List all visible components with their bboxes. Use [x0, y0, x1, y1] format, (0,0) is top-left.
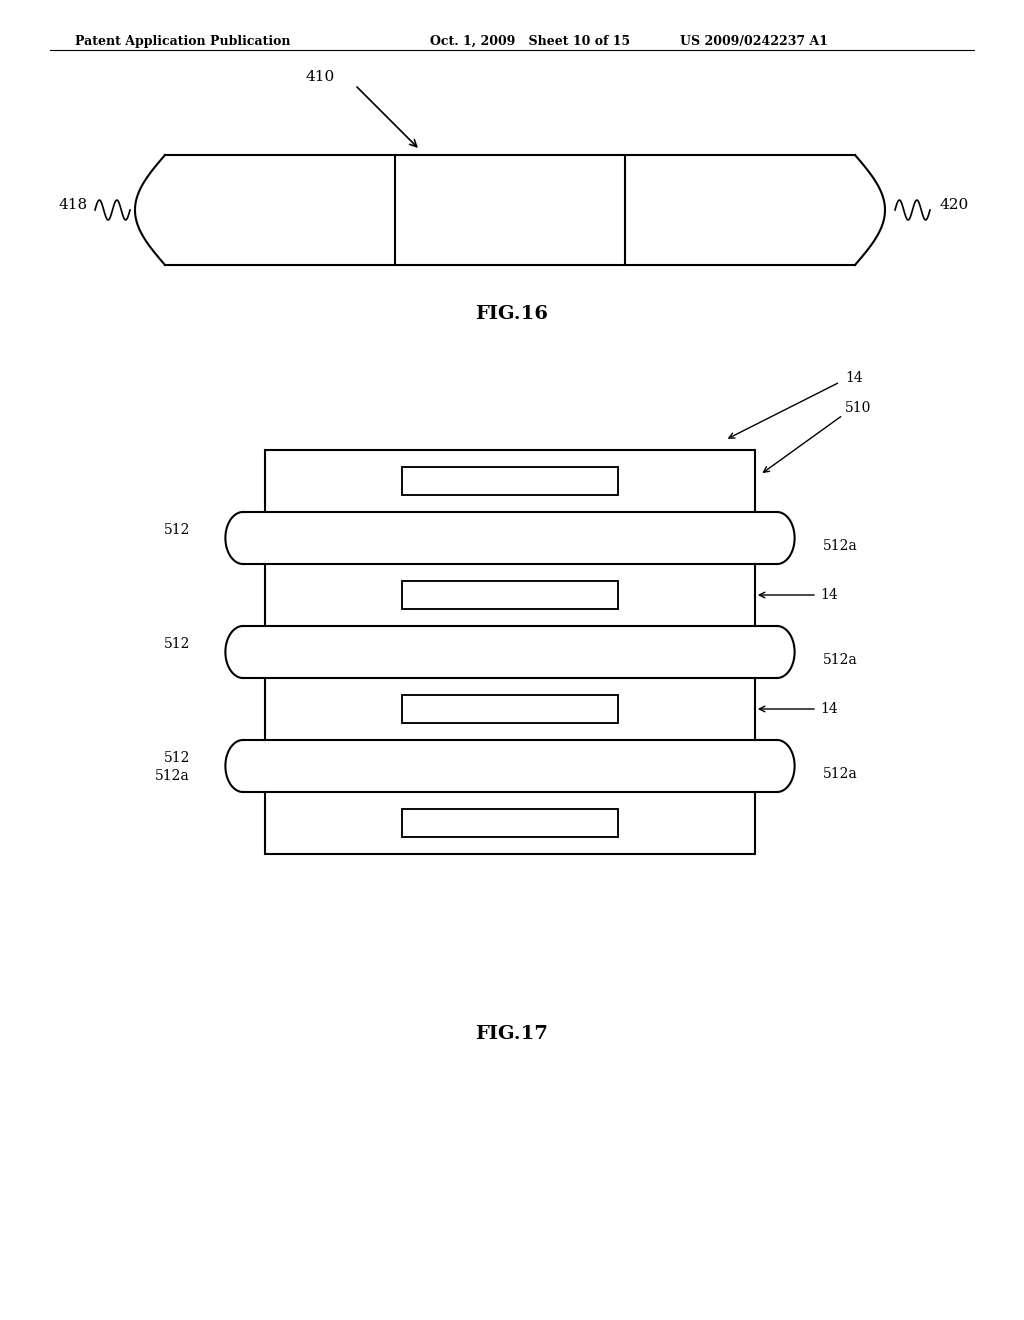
Text: 512: 512 [164, 751, 190, 766]
Text: 512: 512 [164, 638, 190, 651]
Text: Oct. 1, 2009   Sheet 10 of 15: Oct. 1, 2009 Sheet 10 of 15 [430, 36, 630, 48]
Text: 14: 14 [820, 587, 838, 602]
Text: 510: 510 [845, 401, 871, 414]
Text: US 2009/0242237 A1: US 2009/0242237 A1 [680, 36, 828, 48]
Text: 512a: 512a [823, 653, 858, 667]
Text: 14: 14 [845, 371, 863, 385]
Text: 512: 512 [164, 523, 190, 537]
Text: 14: 14 [820, 702, 838, 715]
Text: 512a: 512a [823, 539, 858, 553]
Text: 512a: 512a [156, 770, 190, 783]
Text: FIG.16: FIG.16 [475, 305, 549, 323]
Text: FIG.17: FIG.17 [475, 1026, 549, 1043]
Text: 420: 420 [940, 198, 970, 213]
Text: 418: 418 [58, 198, 88, 213]
Text: 512a: 512a [823, 767, 858, 781]
Text: 410: 410 [306, 70, 335, 84]
Text: Patent Application Publication: Patent Application Publication [75, 36, 291, 48]
